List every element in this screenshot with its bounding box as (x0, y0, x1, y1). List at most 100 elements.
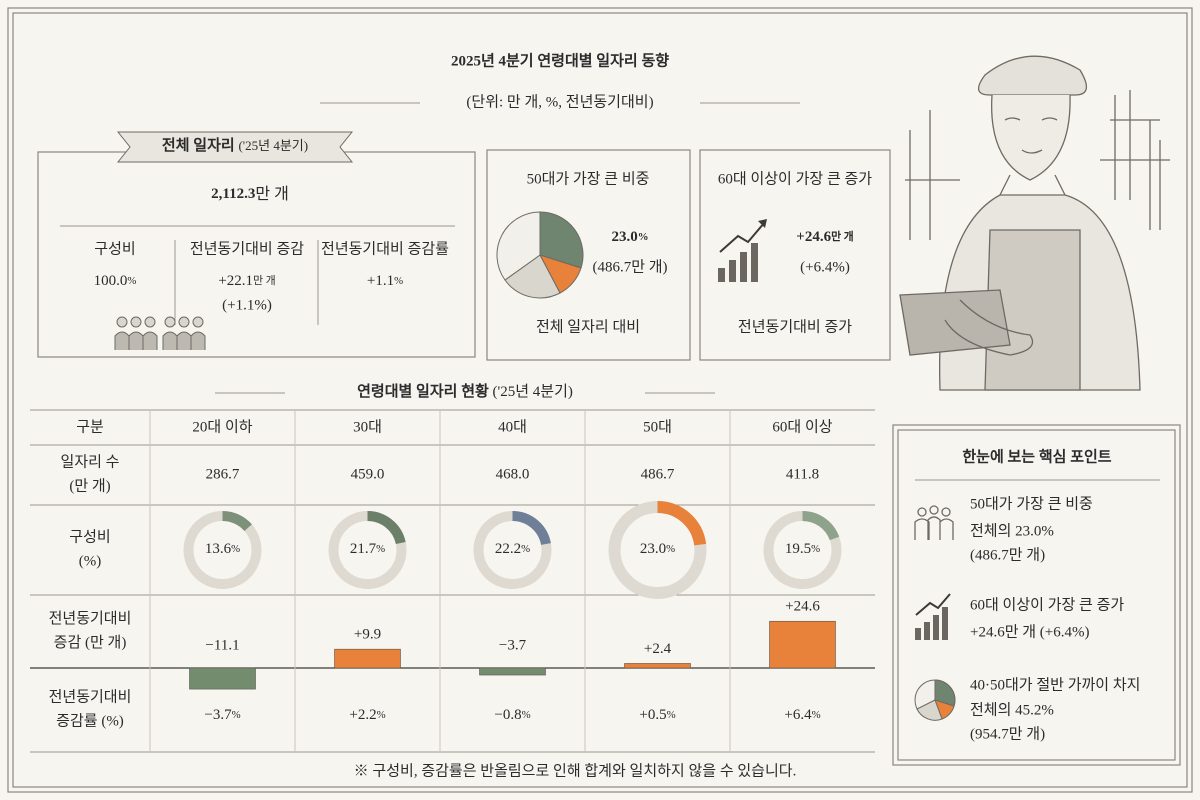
person-head (192, 316, 204, 328)
card-note: (486.7만 개) (592, 258, 667, 275)
jobs-value: 486.7 (641, 466, 675, 482)
points-inner (897, 429, 1176, 761)
person-body (176, 331, 192, 350)
composition-label-value: 23.0 (640, 541, 666, 557)
subtitle: (단위: 만 개, %, 전년동기대비) (466, 93, 653, 110)
stat: +22.1만 개 (218, 273, 275, 289)
rate-label-unit: % (522, 709, 531, 721)
composition-label-value: 13.6 (205, 541, 232, 557)
change-bar (334, 648, 401, 669)
rate-label-value: +2.2 (349, 707, 376, 723)
stat: +1.1% (367, 273, 403, 289)
title: 2025년 4분기 연령대별 일자리 동향 (451, 51, 669, 69)
column-header: 50대 (643, 418, 672, 435)
point-title: 60대 이상이 가장 큰 증가 (970, 596, 1124, 613)
composition-label-value: 19.5 (785, 541, 811, 557)
composition-label: 13.6% (205, 541, 240, 557)
column-header: 40대 (498, 418, 527, 435)
card-footer: 전년동기대비 증가 (738, 318, 852, 335)
card-title: 50대가 가장 큰 비중 (527, 170, 650, 187)
change-label: −3.7 (499, 637, 527, 653)
growth-icon (718, 219, 767, 282)
card-value-value: 23.0 (611, 229, 637, 245)
column-header: 30대 (353, 418, 382, 435)
rate-label: −0.8% (494, 707, 530, 723)
points-title: 한눈에 보는 핵심 포인트 (962, 447, 1111, 465)
point-title: 40·50대가 절반 가까이 차지 (970, 676, 1140, 693)
total-value: 2,112.3 (211, 186, 255, 202)
stat: 100.0% (94, 273, 137, 289)
point-title: 50대가 가장 큰 비중 (970, 495, 1093, 512)
rate-label-value: +0.5 (639, 707, 666, 723)
change-bar (769, 620, 836, 669)
stat-unit: % (127, 275, 136, 287)
rate-label: +2.2% (349, 707, 385, 723)
change-bar (189, 667, 256, 690)
jobs-value: 468.0 (496, 466, 530, 482)
rate-label-unit: % (232, 709, 241, 721)
rate-label: −3.7% (204, 707, 240, 723)
donut-arc (367, 511, 406, 545)
point-line: 전체의 45.2% (970, 701, 1054, 718)
stat-label: 전년동기대비 증감률 (321, 240, 449, 257)
people-icon (914, 505, 954, 540)
rate-label-unit: % (667, 709, 676, 721)
rate-label-unit: % (812, 709, 821, 721)
person-body (142, 331, 158, 350)
card-note: (+6.4%) (800, 259, 850, 275)
column-header: 60대 이상 (772, 418, 832, 435)
total: 2,112.3만 개 (211, 185, 289, 203)
change-label: +24.6 (785, 599, 820, 615)
outer-border (7, 7, 1193, 793)
composition-label: 21.7% (350, 541, 385, 557)
person-head (164, 316, 176, 328)
stat-label: 전년동기대비 증감 (190, 240, 304, 257)
composition-label: 22.2% (495, 541, 530, 557)
table-title: 연령대별 일자리 현황 ('25년 4분기) (357, 382, 573, 400)
stat-value: +1.1 (367, 273, 394, 289)
total-unit: 만 개 (255, 185, 288, 203)
ribbon-label: 전체 일자리 (162, 137, 235, 154)
point-line: (954.7만 개) (970, 725, 1045, 742)
rate-label-unit: % (377, 709, 386, 721)
person-head (116, 316, 128, 328)
rate-label-value: −3.7 (204, 707, 232, 723)
jobs-value: 411.8 (786, 466, 819, 482)
rate-label-value: −0.8 (494, 707, 521, 723)
stat-value: +22.1 (218, 273, 253, 289)
table-period: ('25년 4분기) (493, 383, 573, 400)
stat-value: 100.0 (94, 273, 128, 289)
person-head (178, 316, 190, 328)
card (486, 149, 691, 361)
composition-label-unit: % (666, 543, 675, 555)
card-value-value: +24.6 (796, 229, 831, 245)
card-value-unit: % (638, 231, 649, 243)
point-line: 전체의 23.0% (970, 522, 1054, 539)
row-label: 증감 (만 개) (54, 634, 127, 651)
donut-arc (657, 501, 707, 546)
change-bar (624, 663, 691, 669)
card-footer: 전체 일자리 대비 (536, 318, 640, 335)
person-body (162, 331, 178, 350)
point-line: (486.7만 개) (970, 546, 1045, 563)
donut-arc (512, 511, 551, 546)
stat-label: 구성비 (94, 240, 135, 257)
composition-label-unit: % (521, 543, 530, 555)
rate-label: +6.4% (784, 707, 820, 723)
card-title: 60대 이상이 가장 큰 증가 (718, 170, 872, 187)
table-corner: 구분 (76, 419, 104, 435)
row-label: 전년동기대비 (49, 688, 132, 705)
worker-illustration (899, 55, 1170, 391)
table-title-text: 연령대별 일자리 현황 (357, 382, 489, 400)
change-label: +2.4 (644, 641, 672, 657)
point-line: +24.6만 개 (+6.4%) (970, 623, 1090, 640)
composition-label-unit: % (376, 543, 385, 555)
composition-label-value: 22.2 (495, 541, 521, 557)
ribbon-text: 전체 일자리 ('25년 4분기) (162, 137, 308, 154)
row-label: 일자리 수 (61, 453, 120, 470)
composition-label-unit: % (231, 543, 240, 555)
growth-icon (915, 593, 951, 640)
